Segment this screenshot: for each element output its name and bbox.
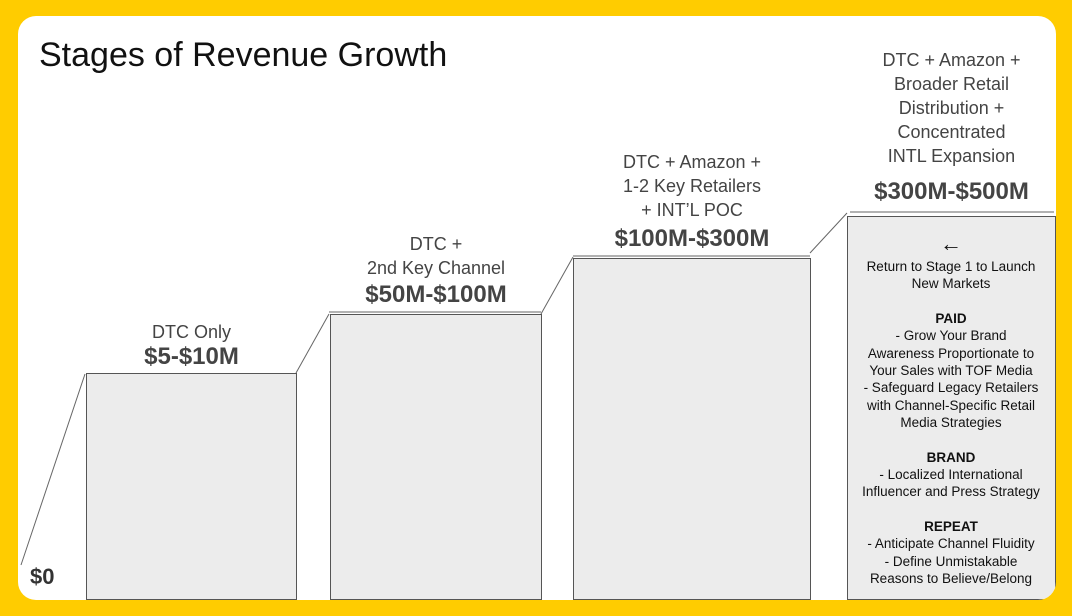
panel-section-line: - Anticipate Channel Fluidity [867, 536, 1035, 552]
panel-section-line: - Localized International [879, 467, 1023, 483]
left-arrow-icon: ← [940, 231, 962, 256]
stage-2-value: $50M-$100M [365, 281, 507, 308]
stage-3-value: $100M-$300M [614, 225, 770, 252]
panel-section-line: - Define Unmistakable [884, 553, 1018, 569]
stage-1-box [86, 373, 297, 600]
panel-intro: Return to Stage 1 to Launch New Markets [847, 258, 1055, 293]
stage-4-label-line: DTC + Amazon + [882, 50, 1021, 70]
connector-line-3 [809, 212, 848, 254]
connector-lines [20, 211, 1054, 566]
panel-intro-line: New Markets [911, 276, 991, 292]
panel-section-heading: BRAND [926, 449, 976, 465]
panel-section-line: Media Strategies [900, 415, 1002, 431]
connector-line-1 [295, 313, 330, 374]
stage-4-label-line: Concentrated [897, 122, 1006, 142]
panel-section-line: - Safeguard Legacy Retailers [863, 380, 1039, 396]
stage-3-label-line: 1-2 Key Retailers [622, 176, 762, 196]
stage-4-detail-panel: ← Return to Stage 1 to Launch New Market… [847, 232, 1055, 588]
panel-section-heading: PAID [935, 310, 967, 326]
stage-2-label-line: 2nd Key Channel [366, 258, 506, 278]
stage-1-label: DTC Only [86, 320, 297, 344]
panel-section-brand: BRAND - Localized International Influenc… [847, 449, 1055, 501]
panel-section-line: with Channel-Specific Retail [866, 397, 1036, 413]
stage-1-label-line: DTC Only [151, 322, 231, 342]
start-value: $0 [30, 564, 55, 589]
stage-4-label-line: INTL Expansion [887, 146, 1016, 166]
panel-intro-line: Return to Stage 1 to Launch [866, 259, 1036, 274]
stage-4-box [847, 216, 1056, 600]
panel-section-heading: REPEAT [924, 518, 978, 534]
stage-1-value: $5-$10M [144, 343, 239, 370]
stage-3-label: DTC + Amazon + 1-2 Key Retailers + INT’L… [573, 150, 811, 222]
stage-4-label-line: Distribution + [898, 98, 1005, 118]
stage-2-label-line: DTC + [409, 234, 463, 254]
stage-3-box [573, 258, 811, 600]
panel-section-line: - Grow Your Brand [895, 328, 1007, 344]
stage-4-label: DTC + Amazon + Broader Retail Distributi… [847, 48, 1056, 168]
panel-section-line: Influencer and Press Strategy [862, 484, 1040, 500]
panel-section-line: Your Sales with TOF Media [869, 363, 1033, 379]
diagram-title: Stages of Revenue Growth [39, 36, 448, 74]
stage-4-label-line: Broader Retail [893, 74, 1010, 94]
stage-3-label-line: DTC + Amazon + [622, 152, 762, 172]
stage-2-box [330, 314, 542, 600]
stage-4-value: $300M-$500M [874, 178, 1029, 205]
stage-2-label: DTC + 2nd Key Channel [330, 232, 542, 280]
panel-section-line: Awareness Proportionate to [867, 345, 1035, 361]
connector-line-2 [540, 256, 574, 315]
stage-3-label-line: + INT’L POC [641, 200, 743, 220]
diagram-card: Stages of Revenue Growth $0 DTC Only $5-… [18, 16, 1056, 600]
panel-section-repeat: REPEAT - Anticipate Channel Fluidity - D… [847, 518, 1055, 588]
connector-line-0 [20, 373, 86, 566]
panel-section-line: Reasons to Believe/Belong [869, 571, 1033, 587]
panel-section-paid: PAID - Grow Your Brand Awareness Proport… [847, 310, 1055, 432]
